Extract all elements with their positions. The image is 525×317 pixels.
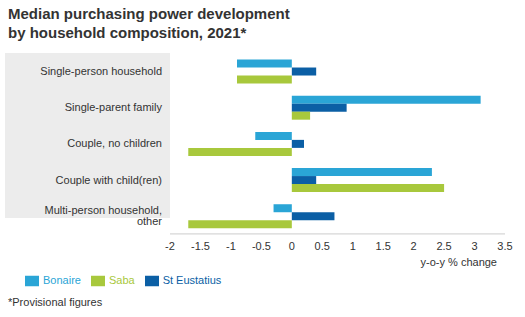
svg-text:-2: -2 [165, 240, 175, 252]
svg-text:3: 3 [471, 240, 477, 252]
html-text:Bonaire: Bonaire [43, 273, 81, 286]
svg-text:Single-parent family: Single-parent family [65, 101, 163, 113]
svg-text:Couple with child(ren): Couple with child(ren) [56, 174, 162, 186]
svg-text:1: 1 [350, 240, 356, 252]
svg-text:y-o-y % change: y-o-y % change [421, 256, 497, 268]
svg-text:-1: -1 [226, 240, 236, 252]
svg-text:-0.5: -0.5 [252, 240, 271, 252]
svg-text:1.5: 1.5 [376, 240, 391, 252]
html-text:St Eustatius: St Eustatius [162, 273, 222, 286]
html-text:Median purchasing power develo: Median purchasing power development by h… [8, 5, 290, 41]
svg-text:Couple, no children: Couple, no children [67, 137, 162, 149]
html-text:Saba: Saba [108, 273, 135, 286]
html-text:*Provisional figures: *Provisional figures [8, 296, 103, 308]
svg-text:Multi-person household,other: Multi-person household,other [45, 204, 163, 227]
svg-text:0: 0 [289, 240, 295, 252]
svg-text:2: 2 [411, 240, 417, 252]
svg-text:3.5: 3.5 [497, 240, 512, 252]
svg-text:-1.5: -1.5 [191, 240, 210, 252]
svg-text:2.5: 2.5 [436, 240, 451, 252]
svg-text:Single-person household: Single-person household [40, 65, 162, 77]
svg-text:0.5: 0.5 [315, 240, 330, 252]
